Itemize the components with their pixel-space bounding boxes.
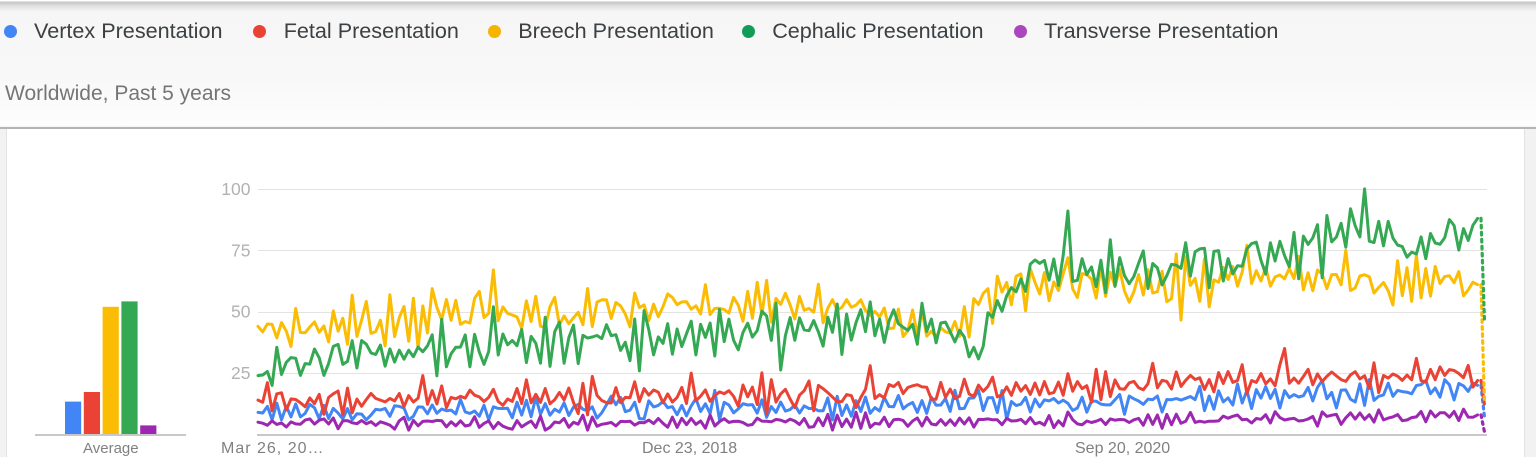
- svg-text:50: 50: [231, 302, 251, 322]
- svg-text:Mar 26, 20…: Mar 26, 20…: [221, 440, 324, 457]
- svg-text:25: 25: [231, 363, 250, 383]
- svg-text:Sep 20, 2020: Sep 20, 2020: [1075, 440, 1170, 457]
- svg-text:Average: Average: [83, 440, 139, 457]
- svg-text:Dec 23, 2018: Dec 23, 2018: [642, 440, 737, 457]
- svg-text:100: 100: [221, 179, 250, 199]
- svg-text:75: 75: [231, 240, 250, 260]
